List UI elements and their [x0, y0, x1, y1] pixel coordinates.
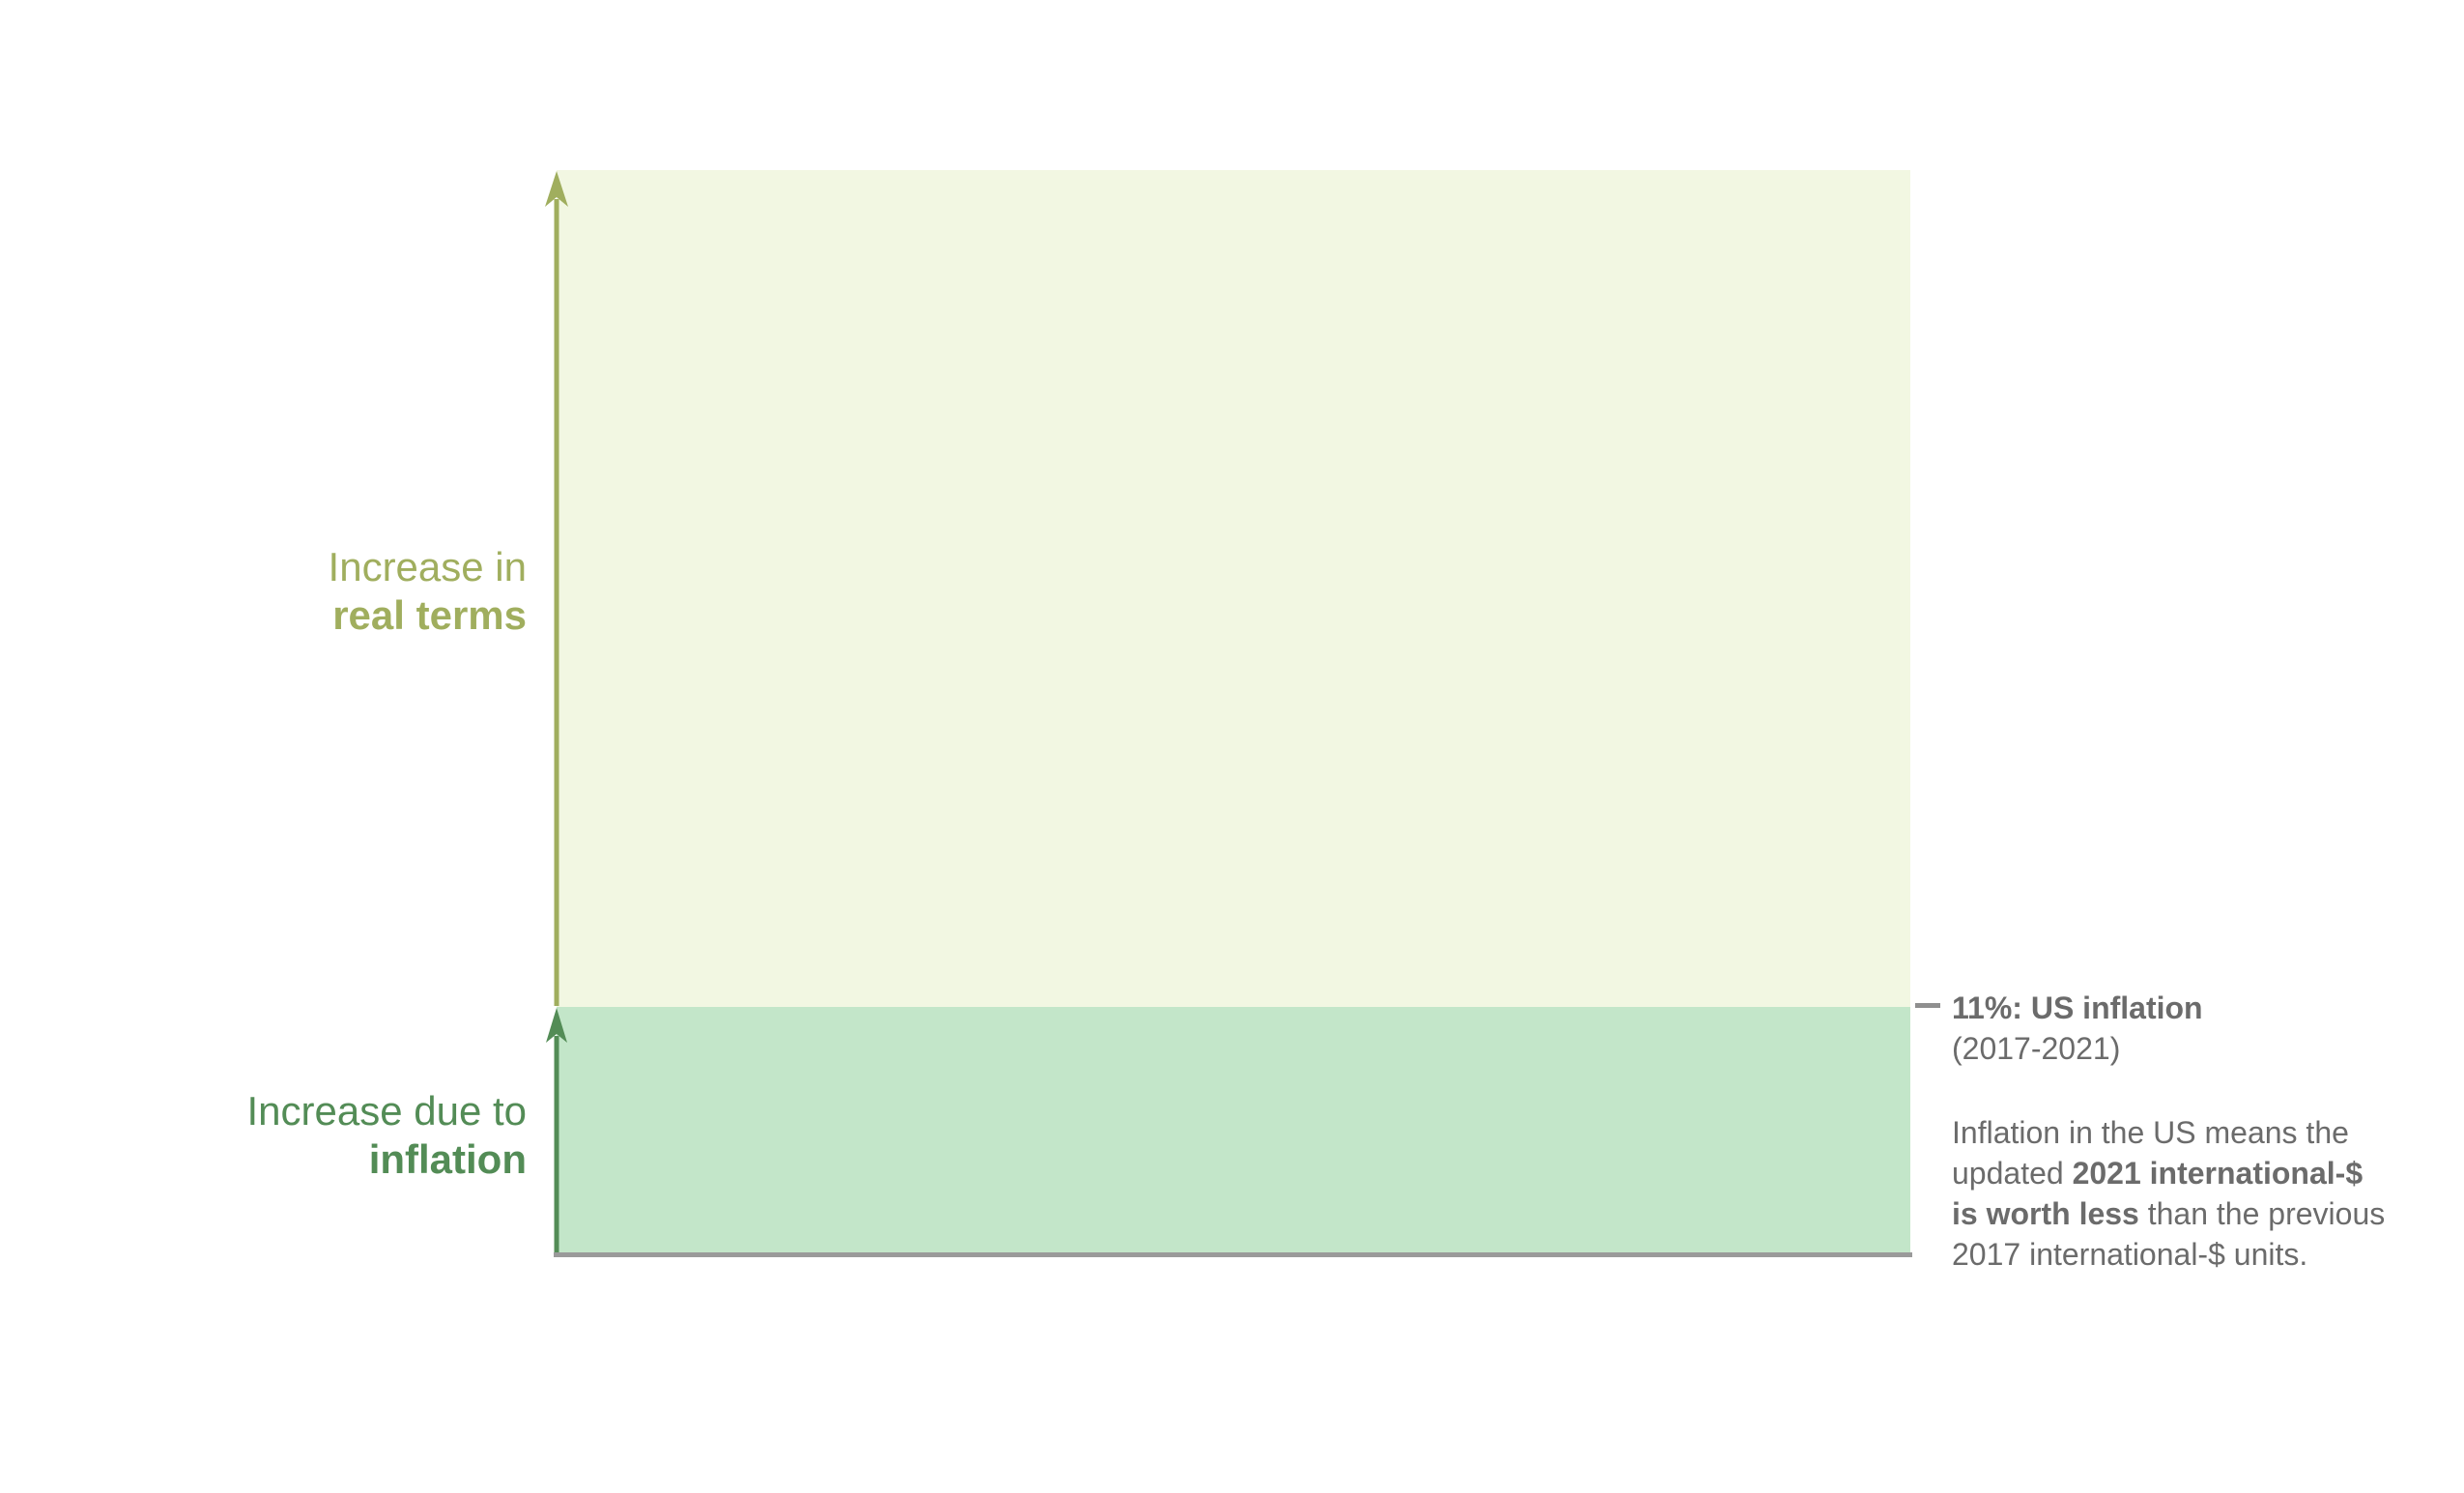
inflation-area: [557, 1007, 1910, 1252]
annotation-tick: [1915, 1003, 1940, 1008]
real-terms-label: Increase in real terms: [328, 544, 527, 638]
inflation-label: Increase due to inflation: [246, 1088, 527, 1182]
real-terms-area: [557, 170, 1910, 1007]
inflation-annotation: 11%: US inflation (2017-2021) Inflation i…: [1952, 988, 2454, 1275]
baseline: [554, 1252, 1912, 1257]
annotation-heading: 11%: US inflation (2017-2021): [1952, 991, 2203, 1066]
annotation-body: Inflation in the US means the updated 202…: [1952, 1115, 2386, 1272]
